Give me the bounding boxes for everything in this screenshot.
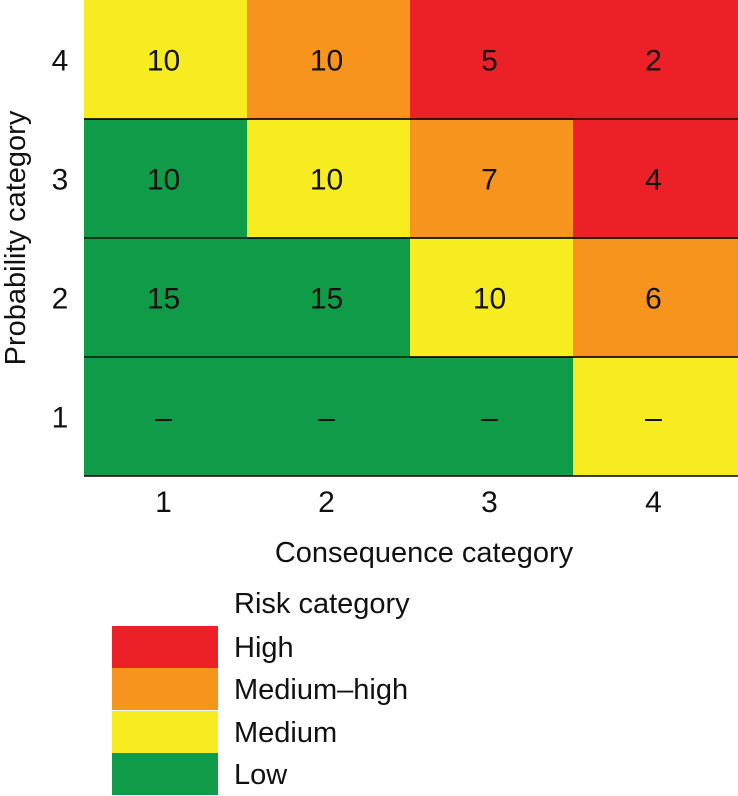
legend-swatch-medium (112, 711, 218, 753)
cell-value-label: 15 (310, 283, 343, 316)
cell-value-label: 10 (473, 283, 506, 316)
cell-value-label: – (481, 402, 498, 435)
cell-value-label: 2 (645, 45, 662, 78)
cell-value-label: 10 (147, 45, 180, 78)
x-tick-label: 1 (155, 486, 172, 519)
matrix-cell-p3-c1 (84, 119, 248, 239)
cell-value-label: 4 (645, 164, 662, 197)
y-axis-title: Probability category (0, 110, 32, 365)
matrix-cell-p3-c4 (573, 119, 738, 239)
matrix-cell-p4-c1 (84, 0, 248, 120)
legend: Risk category High Medium–high Medium Low (112, 588, 410, 795)
cell-value-label: 7 (481, 164, 498, 197)
matrix-cell-p1-c1 (84, 357, 248, 477)
legend-label: Low (234, 759, 288, 791)
cell-value-label: 10 (147, 164, 180, 197)
legend-swatch-medium-high (112, 668, 218, 710)
x-axis-title: Consequence category (275, 537, 574, 569)
cell-value-label: 10 (310, 164, 343, 197)
matrix-cell-p3-c3 (410, 119, 574, 239)
matrix-cell-p4-c2 (247, 0, 411, 120)
cell-value-label: 10 (310, 45, 343, 78)
cell-value-label: 6 (645, 283, 662, 316)
legend-label: Medium (234, 717, 337, 749)
matrix-cell-p2-c2 (247, 238, 411, 358)
legend-label: High (234, 632, 294, 664)
y-tick-label: 4 (52, 45, 69, 78)
legend-swatch-high (112, 626, 218, 668)
matrix-cell-p1-c4 (573, 357, 738, 477)
legend-title: Risk category (234, 588, 410, 620)
matrix-gridlines (84, 118, 738, 477)
cell-value-label: 5 (481, 45, 498, 78)
y-tick-label: 2 (52, 283, 69, 316)
axis-ticks: 1 2 3 4 4 3 2 1 (52, 45, 662, 520)
matrix-cell-p1-c2 (247, 357, 411, 477)
matrix-cell-p3-c2 (247, 119, 411, 239)
y-tick-label: 3 (52, 164, 69, 197)
x-tick-label: 4 (645, 486, 662, 519)
cell-value-label: – (318, 402, 335, 435)
matrix-cell-p2-c1 (84, 238, 248, 358)
matrix-cell-p1-c3 (410, 357, 574, 477)
matrix-cell-p2-c3 (410, 238, 574, 358)
matrix-cell-p4-c4 (573, 0, 738, 120)
cell-value-label: 15 (147, 283, 180, 316)
legend-swatch-low (112, 753, 218, 795)
cell-value-label: – (155, 402, 172, 435)
matrix-cell-p4-c3 (410, 0, 574, 120)
x-tick-label: 2 (318, 486, 335, 519)
matrix-cell-labels: 10 10 5 2 10 10 7 4 15 15 10 6 – – – – (147, 45, 662, 435)
matrix-cell-p2-c4 (573, 238, 738, 358)
y-tick-label: 1 (52, 402, 69, 435)
x-tick-label: 3 (481, 486, 498, 519)
cell-value-label: – (645, 402, 662, 435)
matrix-cells (84, 0, 738, 477)
legend-label: Medium–high (234, 674, 408, 706)
